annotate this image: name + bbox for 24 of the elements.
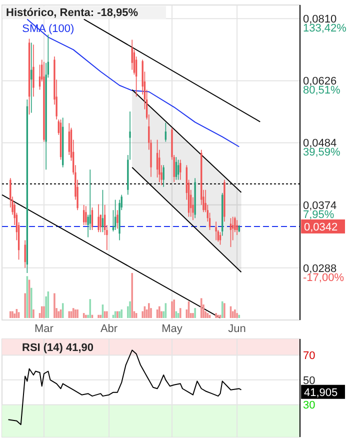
candlestick [116, 210, 118, 229]
text: 39,59% [303, 146, 341, 159]
candlestick [164, 122, 167, 142]
x-tick-label: Jun [228, 323, 246, 335]
candlestick [230, 218, 232, 248]
chart-title: Histórico, Renta: -18,95% [6, 7, 138, 19]
text: 80,51% [303, 84, 341, 97]
candlestick [85, 206, 87, 226]
y-tick-label: 50 [303, 374, 316, 387]
candlestick [98, 204, 100, 233]
candlestick [131, 39, 133, 70]
candlestick [215, 221, 217, 241]
x-tick-label: May [162, 323, 183, 335]
x-tick-label: Abr [100, 323, 118, 335]
y-tick-label: 70 [303, 350, 316, 362]
x-tick-label: Mar [34, 323, 54, 335]
candlestick [236, 220, 238, 236]
y-tick-label: 30 [303, 400, 316, 412]
text: 133,42% [303, 22, 347, 35]
ref-line-label: 0,0342 [304, 221, 338, 234]
chart-title: RSI (14) 41,90 [22, 342, 94, 354]
candlestick [180, 159, 182, 180]
candlestick [83, 204, 85, 226]
text: 41,905 [304, 386, 338, 399]
